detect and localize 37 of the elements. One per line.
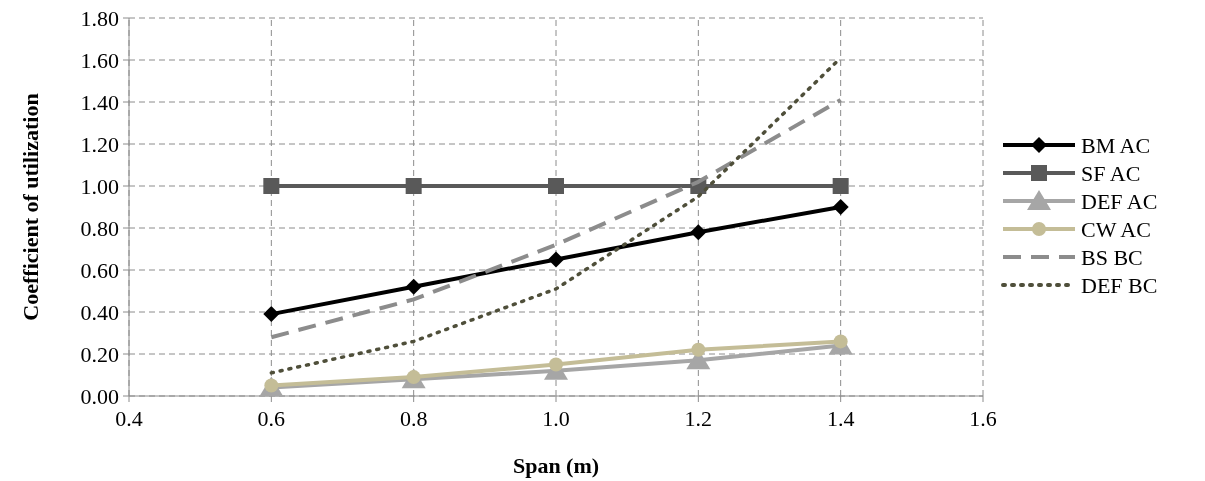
x-tick-label: 1.6	[969, 406, 997, 431]
y-tick-label: 1.80	[80, 5, 119, 31]
x-tick-label: 0.6	[257, 406, 286, 431]
legend-label: BM AC	[1081, 132, 1151, 158]
point	[832, 199, 849, 215]
y-axis-title: Coefficient of utilization	[18, 93, 43, 321]
point	[832, 178, 849, 194]
y-tick-label: 1.40	[80, 89, 119, 115]
point	[263, 306, 280, 323]
x-tick-label: 1.2	[684, 406, 713, 431]
y-tick-label: 0.20	[80, 341, 119, 367]
y-tick-label: 0.60	[80, 257, 119, 283]
legend-label: DEF AC	[1081, 188, 1158, 214]
y-tick-label: 1.00	[80, 173, 119, 199]
point	[548, 251, 564, 268]
y-tick-label: 0.00	[80, 383, 119, 409]
point	[548, 178, 564, 194]
x-tick-label: 1.4	[826, 406, 855, 431]
point	[263, 178, 280, 194]
x-tick-label: 1.0	[542, 406, 570, 431]
legend-label: CW AC	[1081, 216, 1151, 242]
point	[833, 334, 848, 349]
x-axis-title: Span (m)	[512, 453, 600, 478]
point	[691, 342, 706, 357]
x-tick-label: 0.4	[115, 406, 143, 431]
legend-label: SF AC	[1081, 160, 1141, 186]
point	[690, 224, 707, 241]
y-tick-label: 0.80	[80, 215, 119, 241]
x-tick-label: 0.8	[399, 406, 428, 431]
legend-label: BS BC	[1081, 244, 1143, 270]
y-tick-label: 0.40	[80, 299, 119, 325]
legend-label: DEF BC	[1081, 272, 1158, 298]
y-tick-label: 1.20	[80, 131, 119, 157]
y-tick-label: 1.60	[80, 47, 119, 73]
point	[405, 178, 422, 194]
point	[549, 357, 563, 372]
point	[405, 278, 422, 295]
